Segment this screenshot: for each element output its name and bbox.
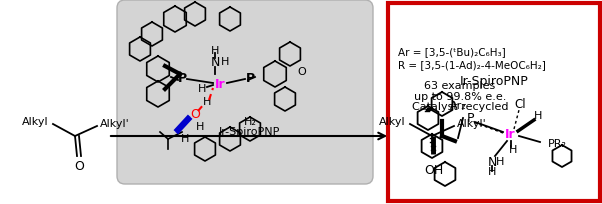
Text: H: H [496,157,504,167]
Text: P: P [467,112,474,125]
Text: H: H [203,97,211,107]
Text: H: H [198,84,206,94]
Text: Ar = [3,5-(ᵗBu)₂C₆H₃]: Ar = [3,5-(ᵗBu)₂C₆H₃] [398,47,506,57]
Text: Cl: Cl [514,98,526,111]
Text: R = [3,5-(1-Ad)₂-4-MeOC₆H₂]: R = [3,5-(1-Ad)₂-4-MeOC₆H₂] [398,60,546,70]
Text: OH: OH [424,164,444,177]
Text: H: H [196,122,204,132]
Text: N: N [210,55,220,69]
Text: up to 99.8% e.e.: up to 99.8% e.e. [414,92,506,102]
Text: P: P [178,72,187,85]
Text: Ar₂: Ar₂ [450,101,467,111]
Text: Alkyl': Alkyl' [100,119,130,129]
Text: Ir: Ir [504,128,515,141]
Text: Ir-SpiroPNP: Ir-SpiroPNP [459,75,529,89]
Text: O: O [74,160,84,173]
Text: H: H [488,167,496,177]
Bar [388,3,600,201]
Text: H: H [534,111,542,121]
Text: H: H [181,134,189,144]
Text: O: O [297,67,306,77]
Text: Alkyl: Alkyl [379,117,406,127]
Text: PR₂: PR₂ [547,139,566,149]
Text: Alkyl': Alkyl' [457,119,487,129]
FancyBboxPatch shape [117,0,373,184]
Text: Catalyst recycled: Catalyst recycled [412,102,508,112]
Polygon shape [432,136,436,154]
Text: Alkyl: Alkyl [22,117,49,127]
Text: H: H [221,57,229,67]
Text: 63 examples: 63 examples [424,81,495,91]
Text: Ir: Ir [215,78,225,91]
Text: P: P [246,72,255,85]
Text: H₂: H₂ [244,117,256,127]
Text: O: O [190,108,200,121]
Text: H: H [211,46,219,56]
Text: H: H [509,145,517,155]
Text: N: N [487,155,497,169]
Text: Ir-SpiroPNP: Ir-SpiroPNP [219,127,281,137]
